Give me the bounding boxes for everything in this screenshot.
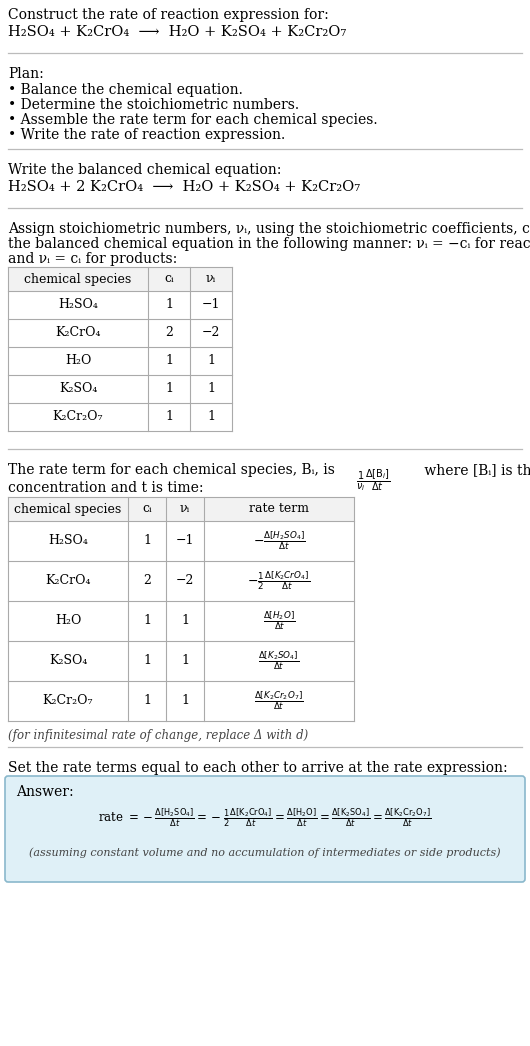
Text: 1: 1 <box>181 655 189 667</box>
Text: Assign stoichiometric numbers, νᵢ, using the stoichiometric coefficients, cᵢ, fr: Assign stoichiometric numbers, νᵢ, using… <box>8 222 530 236</box>
Text: −1: −1 <box>176 535 195 547</box>
Text: 1: 1 <box>207 383 215 395</box>
Text: $\frac{\Delta[K_2SO_4]}{\Delta t}$: $\frac{\Delta[K_2SO_4]}{\Delta t}$ <box>258 650 299 673</box>
Text: 1: 1 <box>207 410 215 424</box>
Text: νᵢ: νᵢ <box>206 273 216 286</box>
FancyBboxPatch shape <box>5 776 525 882</box>
Text: 1: 1 <box>143 614 151 628</box>
Text: 1: 1 <box>165 355 173 367</box>
Text: • Balance the chemical equation.: • Balance the chemical equation. <box>8 83 243 97</box>
Text: rate term: rate term <box>249 502 309 516</box>
Text: 1: 1 <box>165 298 173 312</box>
Text: νᵢ: νᵢ <box>180 502 190 516</box>
Text: chemical species: chemical species <box>14 502 121 516</box>
Text: 1: 1 <box>143 695 151 707</box>
Text: −2: −2 <box>176 574 194 588</box>
Bar <box>8 267 232 291</box>
Text: 2: 2 <box>165 326 173 340</box>
Text: H₂SO₄: H₂SO₄ <box>48 535 88 547</box>
Text: where [Bᵢ] is the amount: where [Bᵢ] is the amount <box>420 463 530 477</box>
Text: K₂Cr₂O₇: K₂Cr₂O₇ <box>43 695 93 707</box>
Text: −1: −1 <box>202 298 220 312</box>
Text: K₂SO₄: K₂SO₄ <box>59 383 97 395</box>
Text: H₂O: H₂O <box>55 614 81 628</box>
Text: H₂SO₄ + K₂CrO₄  ⟶  H₂O + K₂SO₄ + K₂Cr₂O₇: H₂SO₄ + K₂CrO₄ ⟶ H₂O + K₂SO₄ + K₂Cr₂O₇ <box>8 25 346 39</box>
Text: $\frac{1}{\nu_i}\frac{\Delta[\mathrm{B}_i]}{\Delta t}$: $\frac{1}{\nu_i}\frac{\Delta[\mathrm{B}_… <box>356 468 391 494</box>
Text: Write the balanced chemical equation:: Write the balanced chemical equation: <box>8 163 281 177</box>
Text: H₂O: H₂O <box>65 355 91 367</box>
Text: • Determine the stoichiometric numbers.: • Determine the stoichiometric numbers. <box>8 98 299 112</box>
Text: 1: 1 <box>165 383 173 395</box>
Text: The rate term for each chemical species, Bᵢ, is: The rate term for each chemical species,… <box>8 463 335 477</box>
Text: $-\frac{\Delta[H_2SO_4]}{\Delta t}$: $-\frac{\Delta[H_2SO_4]}{\Delta t}$ <box>253 529 305 552</box>
Text: 2: 2 <box>143 574 151 588</box>
Text: (for infinitesimal rate of change, replace Δ with d): (for infinitesimal rate of change, repla… <box>8 729 308 742</box>
Text: H₂SO₄: H₂SO₄ <box>58 298 98 312</box>
Text: and νᵢ = cᵢ for products:: and νᵢ = cᵢ for products: <box>8 252 177 266</box>
Text: (assuming constant volume and no accumulation of intermediates or side products): (assuming constant volume and no accumul… <box>29 847 501 858</box>
Text: K₂CrO₄: K₂CrO₄ <box>55 326 101 340</box>
Bar <box>8 497 354 521</box>
Text: K₂CrO₄: K₂CrO₄ <box>45 574 91 588</box>
Text: 1: 1 <box>143 655 151 667</box>
Text: Construct the rate of reaction expression for:: Construct the rate of reaction expressio… <box>8 8 329 22</box>
Text: Plan:: Plan: <box>8 67 44 81</box>
Text: K₂SO₄: K₂SO₄ <box>49 655 87 667</box>
Text: cᵢ: cᵢ <box>164 273 174 286</box>
Text: Answer:: Answer: <box>16 784 74 799</box>
Text: 1: 1 <box>181 614 189 628</box>
Text: Set the rate terms equal to each other to arrive at the rate expression:: Set the rate terms equal to each other t… <box>8 761 508 775</box>
Text: 1: 1 <box>165 410 173 424</box>
Text: −2: −2 <box>202 326 220 340</box>
Text: the balanced chemical equation in the following manner: νᵢ = −cᵢ for reactants: the balanced chemical equation in the fo… <box>8 237 530 251</box>
Text: $\frac{\Delta[H_2O]}{\Delta t}$: $\frac{\Delta[H_2O]}{\Delta t}$ <box>263 610 295 633</box>
Text: • Assemble the rate term for each chemical species.: • Assemble the rate term for each chemic… <box>8 113 377 127</box>
Text: 1: 1 <box>207 355 215 367</box>
Text: H₂SO₄ + 2 K₂CrO₄  ⟶  H₂O + K₂SO₄ + K₂Cr₂O₇: H₂SO₄ + 2 K₂CrO₄ ⟶ H₂O + K₂SO₄ + K₂Cr₂O₇ <box>8 180 360 194</box>
Text: rate $= -\frac{\Delta[\mathrm{H_2SO_4}]}{\Delta t}= -\frac{1}{2}\frac{\Delta[\ma: rate $= -\frac{\Delta[\mathrm{H_2SO_4}]}… <box>98 808 432 829</box>
Text: 1: 1 <box>143 535 151 547</box>
Text: 1: 1 <box>181 695 189 707</box>
Text: concentration and t is time:: concentration and t is time: <box>8 481 204 495</box>
Text: chemical species: chemical species <box>24 273 131 286</box>
Text: $-\frac{1}{2}\frac{\Delta[K_2CrO_4]}{\Delta t}$: $-\frac{1}{2}\frac{\Delta[K_2CrO_4]}{\De… <box>248 570 311 592</box>
Text: cᵢ: cᵢ <box>142 502 152 516</box>
Text: • Write the rate of reaction expression.: • Write the rate of reaction expression. <box>8 128 285 142</box>
Text: $\frac{\Delta[K_2Cr_2O_7]}{\Delta t}$: $\frac{\Delta[K_2Cr_2O_7]}{\Delta t}$ <box>254 689 304 712</box>
Text: K₂Cr₂O₇: K₂Cr₂O₇ <box>53 410 103 424</box>
